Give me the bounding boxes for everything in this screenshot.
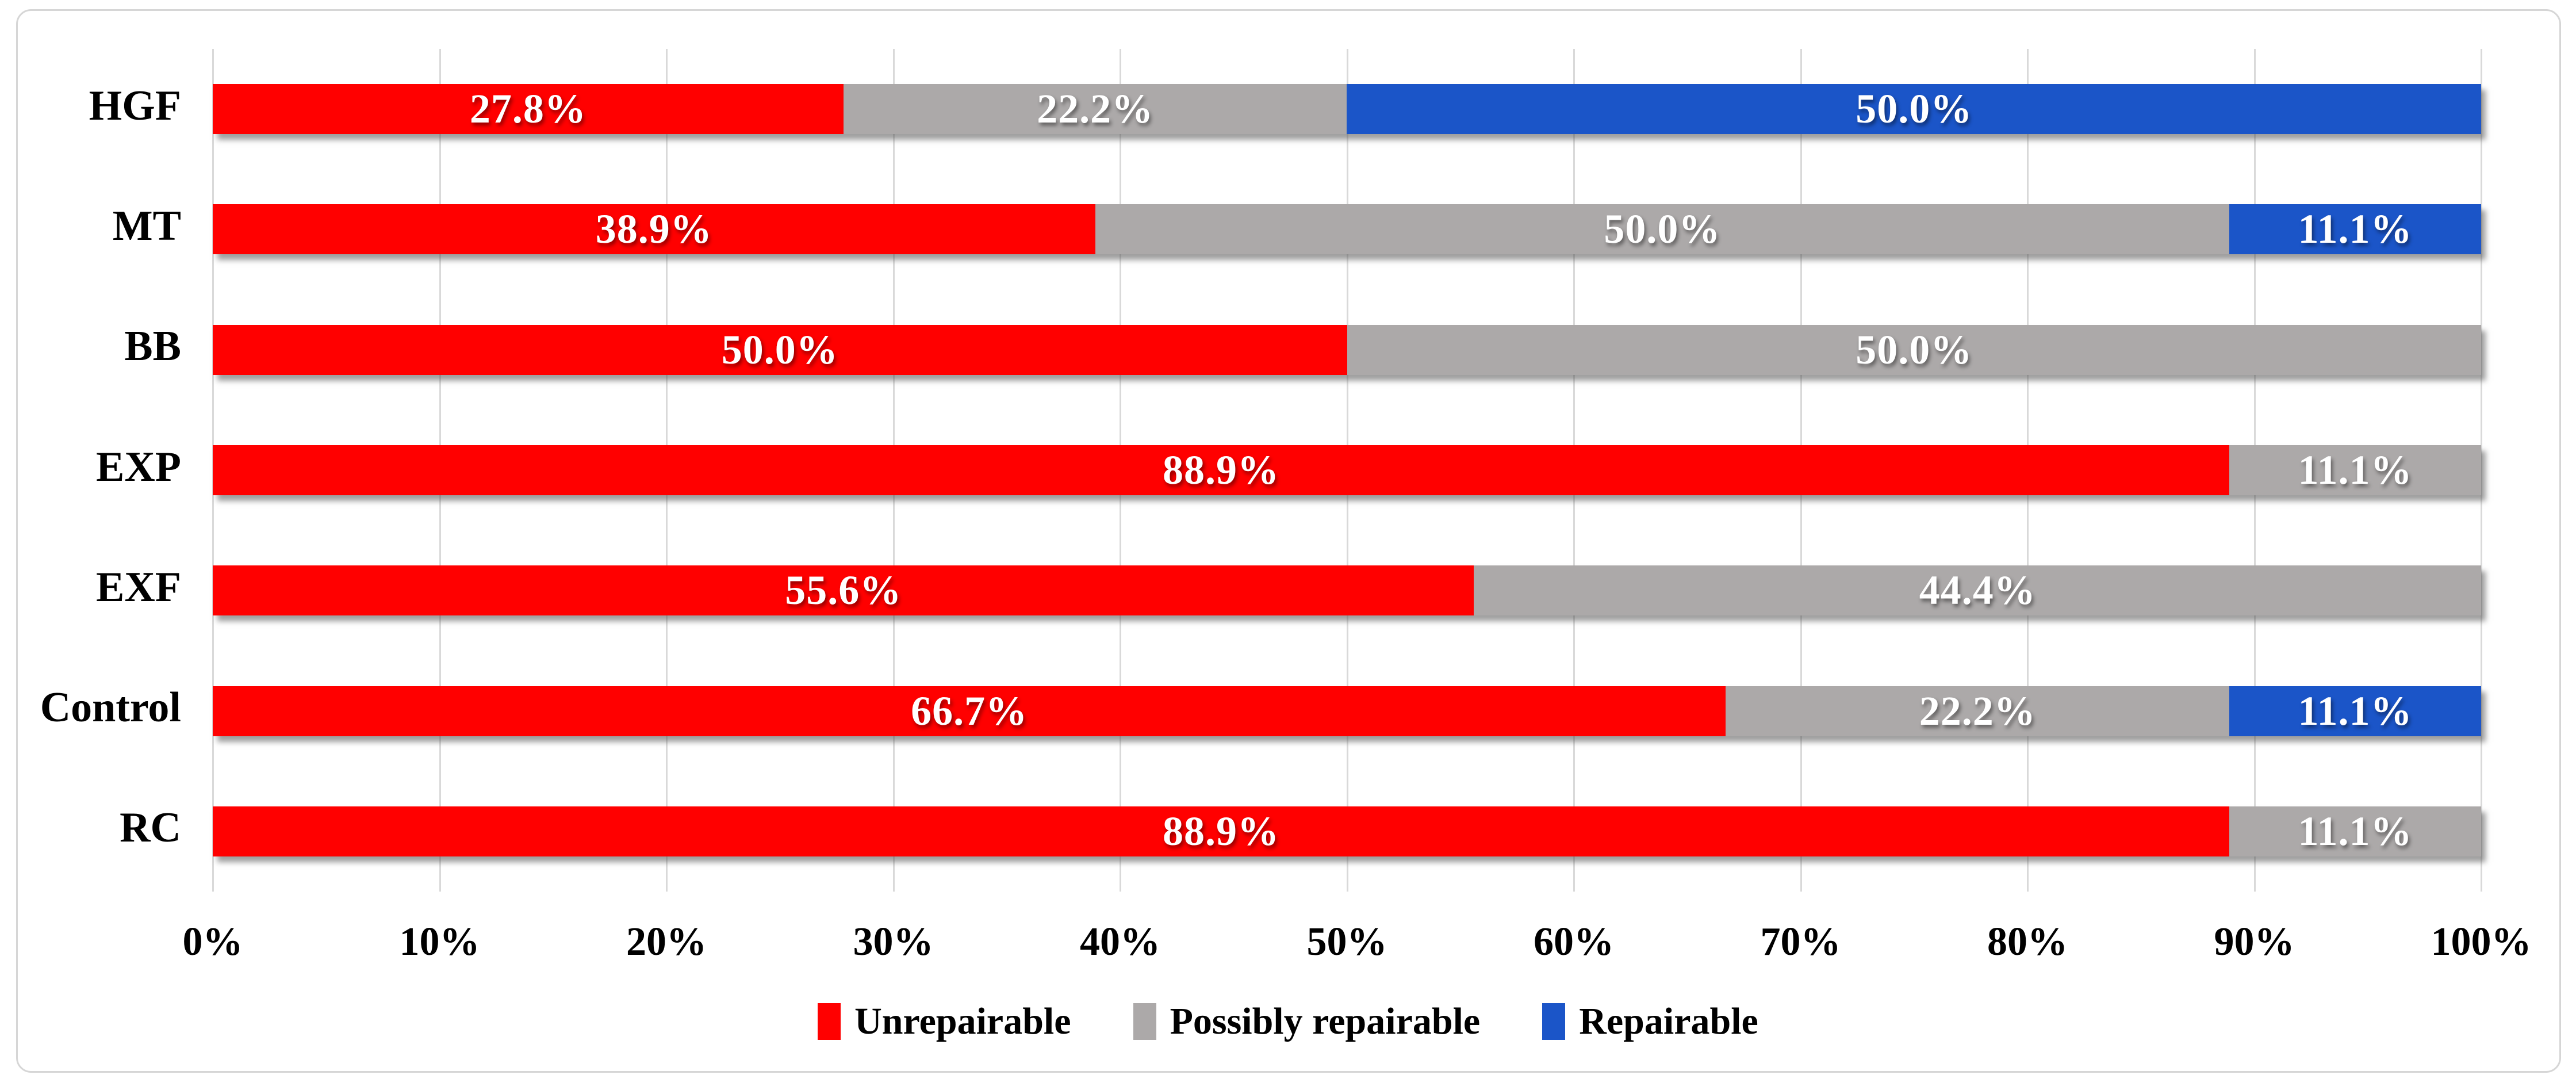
- bar-segment-value-label: 27.8%: [469, 86, 586, 132]
- x-tick-label: 30%: [853, 920, 934, 964]
- legend-label: Repairable: [1579, 1000, 1758, 1042]
- bar-segment-unrepairable: 88.9%: [213, 806, 2230, 856]
- bar-segment-unrepairable: 38.9%: [213, 204, 1095, 255]
- x-tick-label: 50%: [1306, 920, 1387, 964]
- bar-segment-value-label: 11.1%: [2298, 447, 2413, 493]
- bar-segment-possibly-repairable: 50.0%: [1095, 204, 2230, 255]
- legend-item-repairable: Repairable: [1542, 1000, 1758, 1043]
- bar-segment-possibly-repairable: 50.0%: [1347, 324, 2481, 375]
- bar-segment-repairable: 11.1%: [2229, 686, 2481, 736]
- bar-row-exp: 88.9% 11.1%: [213, 445, 2481, 495]
- bar-row-rc: 88.9% 11.1%: [213, 806, 2481, 856]
- bar-segment-unrepairable: 66.7%: [213, 686, 1726, 736]
- x-tick-label: 90%: [2214, 920, 2295, 964]
- x-tick-label: 100%: [2431, 920, 2532, 964]
- bar-segment-value-label: 50.0%: [1856, 86, 1973, 132]
- bar-segment-value-label: 50.0%: [1856, 326, 1973, 373]
- bar-segment-value-label: 11.1%: [2298, 687, 2413, 734]
- category-label-mt: MT: [112, 202, 181, 250]
- bar-segment-value-label: 88.9%: [1163, 447, 1280, 493]
- bar-segment-value-label: 38.9%: [595, 206, 712, 253]
- x-tick-label: 80%: [1987, 920, 2068, 964]
- x-tick-label: 20%: [626, 920, 707, 964]
- bar-segment-possibly-repairable: 44.4%: [1474, 565, 2481, 616]
- legend-item-unrepairable: Unrepairable: [818, 1000, 1071, 1043]
- x-tick-label: 0%: [182, 920, 243, 964]
- bar-segment-value-label: 22.2%: [1919, 687, 2036, 734]
- bar-segment-possibly-repairable: 11.1%: [2229, 806, 2481, 856]
- legend-item-possibly-repairable: Possibly repairable: [1133, 1000, 1481, 1043]
- x-tick-label: 70%: [1760, 920, 1841, 964]
- bar-row-hgf: 27.8% 22.2% 50.0%: [213, 84, 2481, 135]
- legend-label: Unrepairable: [854, 1000, 1071, 1042]
- bar-segment-value-label: 11.1%: [2298, 206, 2413, 253]
- bar-segment-repairable: 11.1%: [2229, 204, 2481, 255]
- legend-swatch-unrepairable: [818, 1003, 841, 1040]
- bar-row-control: 66.7% 22.2% 11.1%: [213, 686, 2481, 736]
- bar-segment-unrepairable: 88.9%: [213, 445, 2230, 495]
- category-label-exp: EXP: [96, 443, 181, 491]
- category-label-control: Control: [40, 684, 181, 732]
- bar-segment-value-label: 50.0%: [721, 326, 838, 373]
- bar-row-exf: 55.6% 44.4%: [213, 565, 2481, 616]
- bar-segment-value-label: 88.9%: [1163, 808, 1280, 854]
- bar-segment-unrepairable: 27.8%: [213, 84, 844, 135]
- bar-segment-value-label: 11.1%: [2298, 808, 2413, 854]
- category-label-exf: EXF: [96, 563, 181, 611]
- bar-segment-value-label: 44.4%: [1919, 567, 2036, 614]
- bar-segment-value-label: 50.0%: [1604, 206, 1721, 253]
- x-tick-label: 40%: [1080, 920, 1160, 964]
- gridline: [2481, 49, 2482, 892]
- bar-segment-unrepairable: 50.0%: [213, 324, 1347, 375]
- bar-row-bb: 50.0% 50.0%: [213, 324, 2481, 375]
- legend: Unrepairable Possibly repairable Repairabl…: [0, 1000, 2576, 1043]
- category-label-rc: RC: [120, 804, 181, 852]
- bar-segment-unrepairable: 55.6%: [213, 565, 1474, 616]
- x-tick-label: 60%: [1534, 920, 1614, 964]
- bar-segment-possibly-repairable: 22.2%: [1726, 686, 2230, 736]
- legend-swatch-possibly-repairable: [1133, 1003, 1156, 1040]
- chart-outer-border: [16, 9, 2561, 1073]
- legend-swatch-repairable: [1542, 1003, 1566, 1040]
- x-tick-label: 10%: [399, 920, 480, 964]
- category-label-bb: BB: [124, 323, 181, 370]
- bar-row-mt: 38.9% 50.0% 11.1%: [213, 204, 2481, 255]
- bar-segment-value-label: 22.2%: [1037, 86, 1154, 132]
- bar-segment-possibly-repairable: 11.1%: [2229, 445, 2481, 495]
- bar-segment-value-label: 66.7%: [911, 687, 1028, 734]
- bar-segment-value-label: 55.6%: [785, 567, 902, 614]
- bar-segment-possibly-repairable: 22.2%: [843, 84, 1347, 135]
- category-label-hgf: HGF: [89, 82, 181, 129]
- legend-label: Possibly repairable: [1170, 1000, 1481, 1042]
- bar-segment-repairable: 50.0%: [1347, 84, 2481, 135]
